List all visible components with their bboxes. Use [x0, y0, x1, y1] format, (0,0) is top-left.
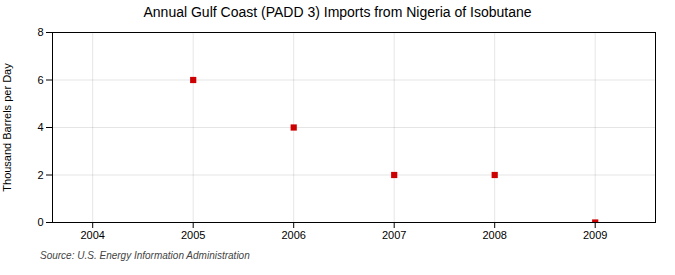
- svg-text:2007: 2007: [382, 229, 406, 241]
- svg-text:2: 2: [37, 169, 43, 181]
- svg-text:2009: 2009: [583, 229, 607, 241]
- svg-text:8: 8: [37, 26, 43, 38]
- html-text:Source: U.S. Energy Informatio: Source: U.S. Energy Information Administ…: [40, 250, 250, 261]
- html-text:Annual Gulf Coast (PADD 3) Imp: Annual Gulf Coast (PADD 3) Imports from …: [143, 4, 532, 20]
- svg-text:6: 6: [37, 74, 43, 86]
- svg-text:2005: 2005: [181, 229, 205, 241]
- svg-text:Thousand Barrels per Day: Thousand Barrels per Day: [1, 63, 13, 192]
- svg-text:0: 0: [37, 216, 43, 228]
- svg-text:2008: 2008: [482, 229, 506, 241]
- svg-text:4: 4: [37, 121, 43, 133]
- svg-text:2006: 2006: [281, 229, 305, 241]
- svg-text:2004: 2004: [80, 229, 104, 241]
